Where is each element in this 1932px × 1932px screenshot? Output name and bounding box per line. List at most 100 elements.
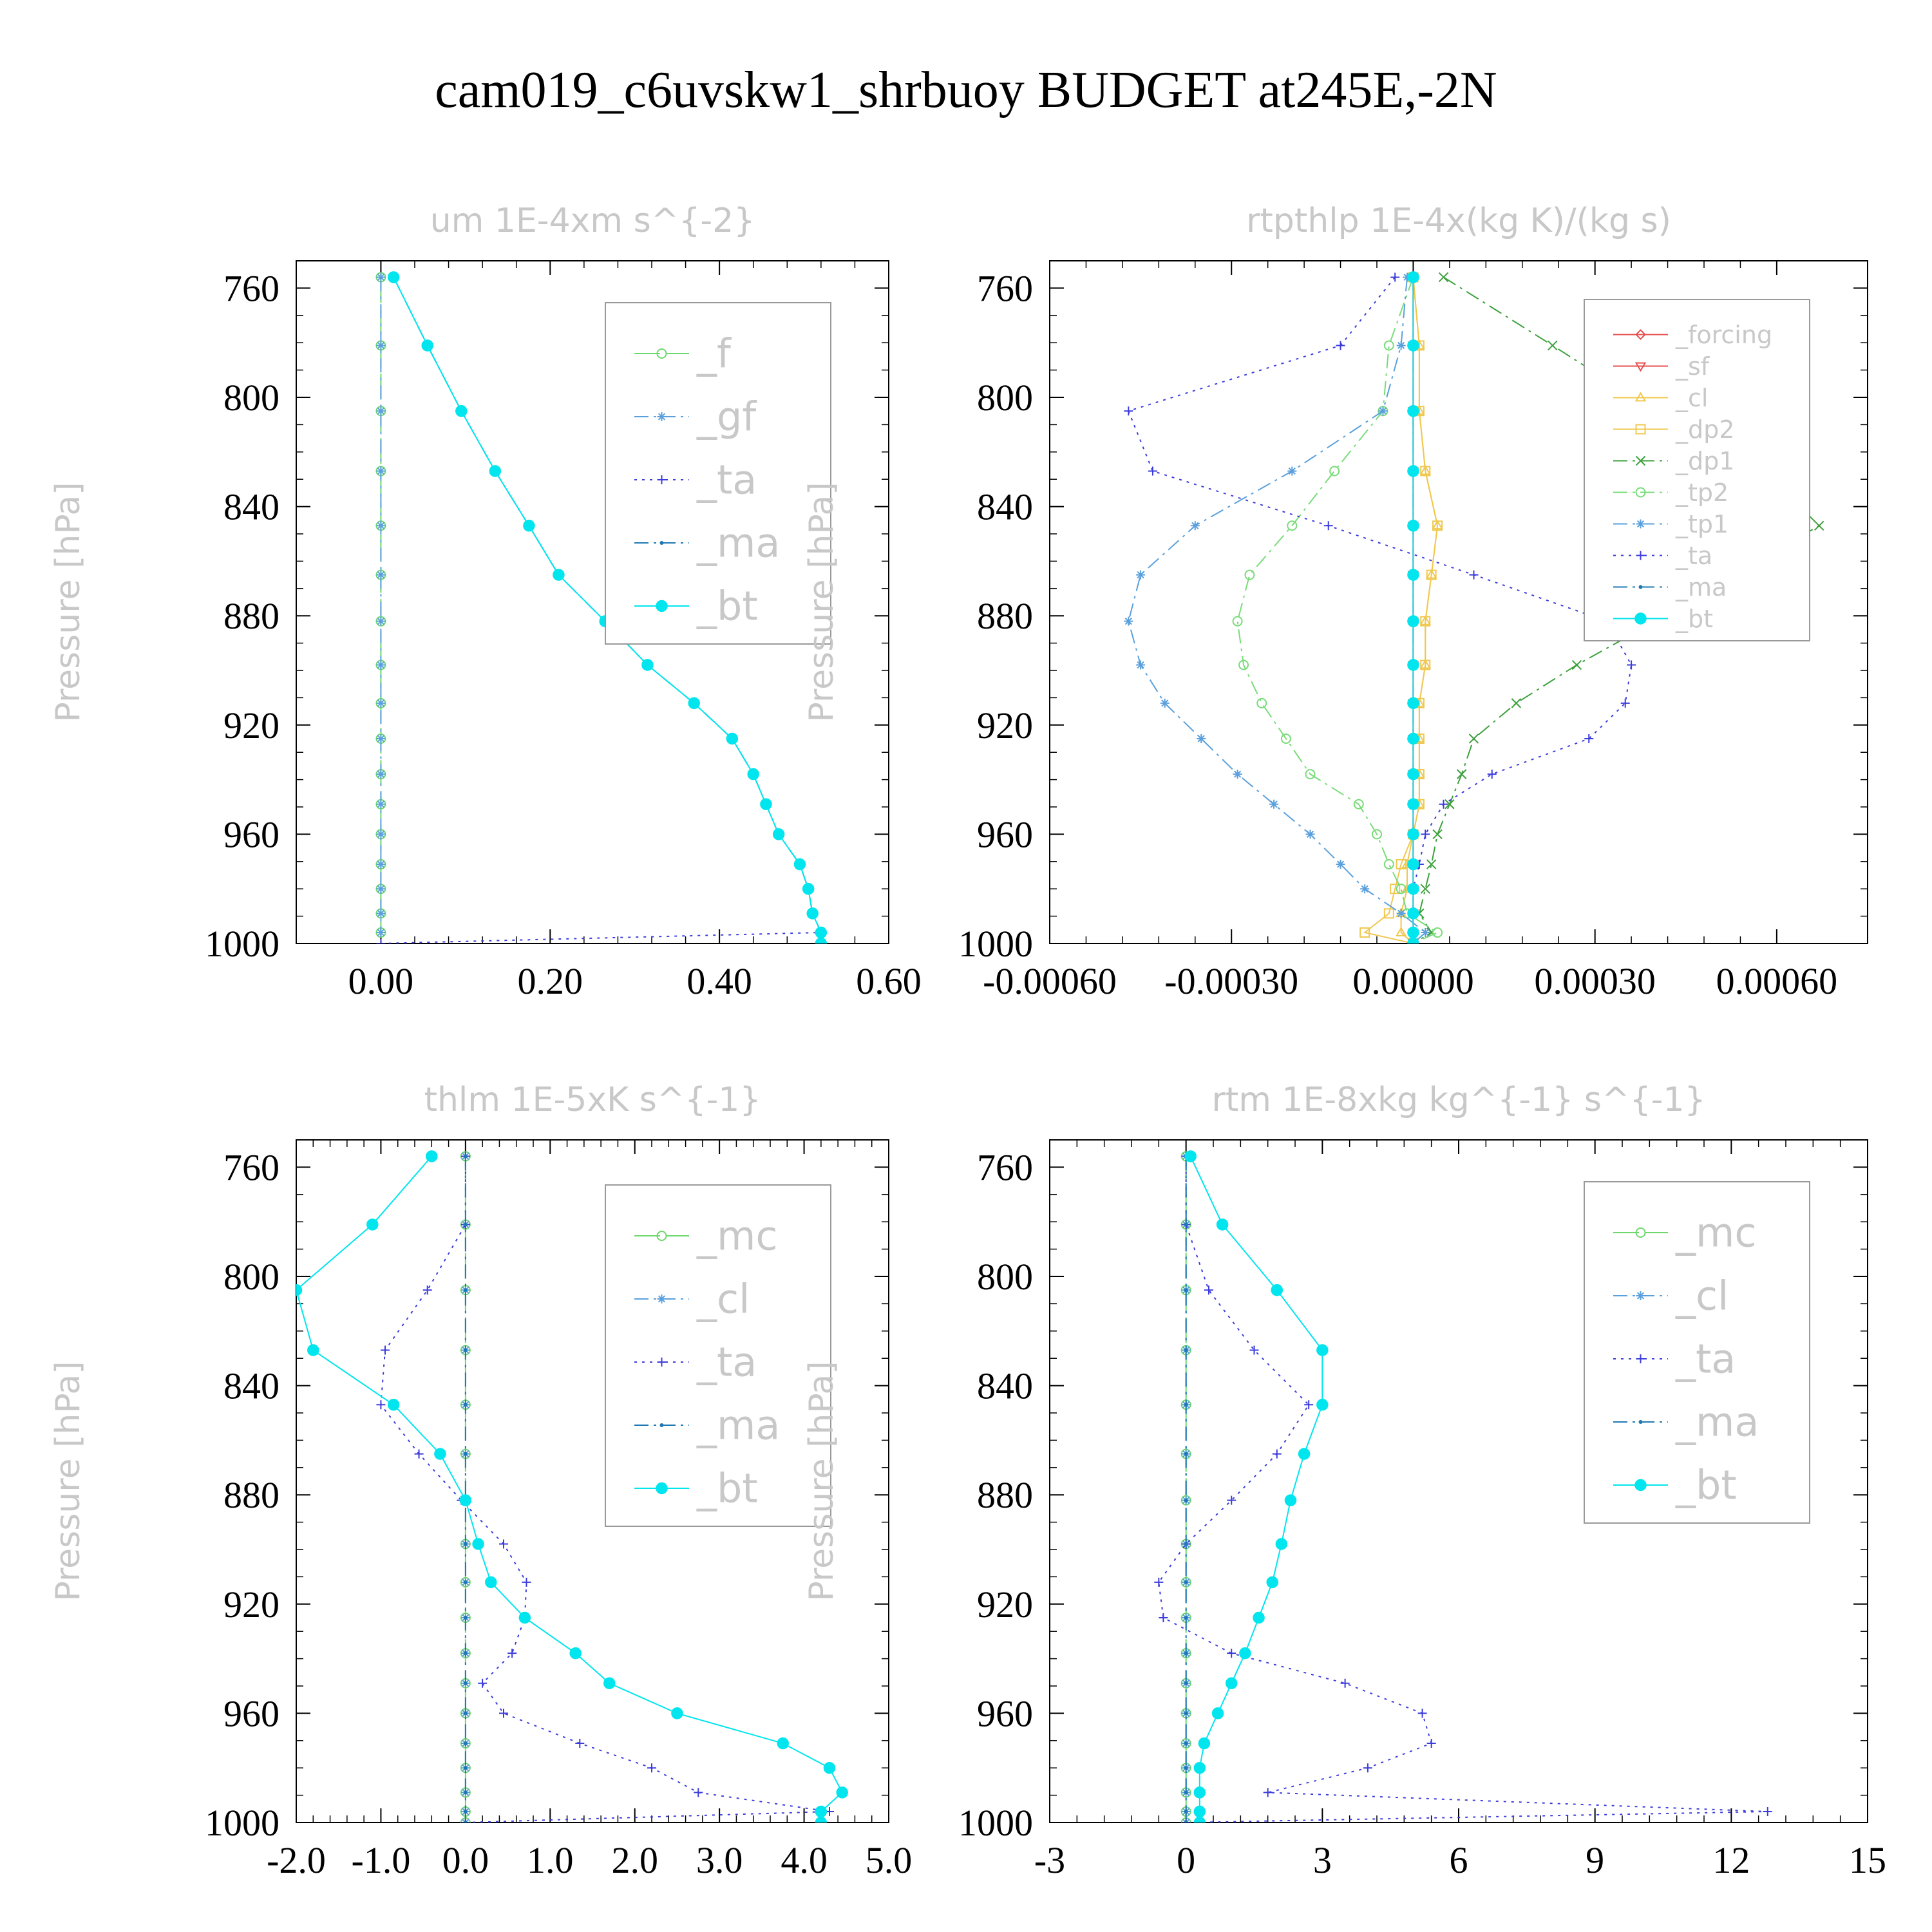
legend-label: _f bbox=[696, 330, 732, 377]
legend-box bbox=[1584, 299, 1810, 641]
y-tick-label: 880 bbox=[977, 595, 1033, 637]
data-point bbox=[463, 1348, 468, 1352]
data-point bbox=[1284, 1494, 1297, 1506]
data-point bbox=[1407, 465, 1419, 477]
series-ta bbox=[1124, 272, 1636, 943]
legend-label: _ta bbox=[1675, 542, 1712, 570]
y-axis-label: Pressure [hPa] bbox=[802, 1361, 841, 1602]
data-point bbox=[1124, 616, 1133, 626]
legend-marker bbox=[656, 348, 667, 359]
legend-marker bbox=[1635, 424, 1646, 435]
data-point bbox=[376, 698, 386, 708]
data-point bbox=[815, 1805, 828, 1818]
data-point bbox=[1256, 697, 1267, 708]
y-tick-label: 920 bbox=[977, 705, 1033, 746]
data-point bbox=[1216, 1218, 1229, 1231]
x-tick-label: 15 bbox=[1849, 1839, 1886, 1881]
legend-label: _ma bbox=[1675, 1399, 1759, 1446]
data-point bbox=[376, 570, 386, 580]
legend: _mc _cl _ta _ma _bt bbox=[1584, 1181, 1810, 1524]
data-point bbox=[1275, 1538, 1288, 1550]
y-tick-label: 800 bbox=[223, 1256, 279, 1298]
series-bt bbox=[296, 1150, 848, 1823]
legend-label: _ta bbox=[696, 1339, 757, 1386]
data-point bbox=[1363, 1763, 1372, 1773]
plot-area bbox=[1154, 1150, 1772, 1823]
y-tick-label: 840 bbox=[977, 486, 1033, 528]
legend-marker bbox=[1635, 455, 1646, 466]
y-axis-label: Pressure [hPa] bbox=[802, 482, 841, 723]
data-point bbox=[1160, 698, 1170, 708]
data-point bbox=[376, 829, 386, 839]
data-point bbox=[760, 798, 772, 811]
data-point bbox=[1407, 798, 1419, 811]
data-point bbox=[518, 1611, 531, 1624]
data-point bbox=[1439, 799, 1448, 809]
x-tick-label: 9 bbox=[1586, 1839, 1604, 1881]
legend-marker bbox=[656, 1231, 667, 1241]
data-point bbox=[603, 1677, 616, 1690]
data-point bbox=[1159, 1613, 1168, 1622]
legend-marker bbox=[656, 600, 668, 612]
data-point bbox=[1193, 1786, 1206, 1799]
data-point bbox=[1383, 340, 1394, 351]
data-point bbox=[1225, 1677, 1238, 1690]
data-point bbox=[376, 406, 386, 416]
data-point bbox=[1407, 732, 1419, 745]
legend-marker bbox=[657, 1358, 667, 1367]
data-point bbox=[376, 521, 386, 531]
legend-marker bbox=[1635, 329, 1646, 340]
data-point bbox=[1396, 341, 1406, 350]
data-point bbox=[485, 1576, 497, 1589]
data-point bbox=[1190, 521, 1200, 531]
series-line bbox=[1158, 1156, 1768, 1823]
x-tick-label: -1.0 bbox=[352, 1839, 411, 1881]
data-point bbox=[569, 1647, 582, 1660]
legend-label: _bt bbox=[1675, 605, 1713, 633]
y-tick-label: 1000 bbox=[205, 923, 279, 965]
data-point bbox=[1184, 1766, 1188, 1770]
data-point bbox=[376, 341, 386, 350]
y-tick-label: 800 bbox=[223, 377, 279, 419]
data-point bbox=[376, 928, 386, 938]
data-point bbox=[376, 616, 386, 626]
x-tick-label: 4.0 bbox=[781, 1839, 828, 1881]
data-point bbox=[1227, 1495, 1236, 1505]
data-point bbox=[647, 1763, 656, 1773]
chart-panel-3: -2.0 -1.0 0.0 1.0 2.0 3.0 4.0 5.0 760 800 840 880 92… bbox=[49, 1081, 912, 1881]
data-point bbox=[815, 1816, 828, 1823]
data-point bbox=[1184, 1681, 1188, 1685]
data-point bbox=[421, 339, 433, 352]
data-point bbox=[1184, 1452, 1188, 1456]
y-tick-label: 800 bbox=[977, 1256, 1033, 1298]
data-point bbox=[376, 466, 386, 476]
data-point bbox=[1420, 884, 1430, 894]
data-point bbox=[463, 1711, 468, 1716]
data-point bbox=[1211, 1707, 1224, 1719]
y-tick-label: 960 bbox=[977, 1692, 1033, 1734]
data-point bbox=[1263, 1788, 1273, 1797]
legend-label: _sf bbox=[1675, 352, 1710, 381]
data-point bbox=[1233, 770, 1242, 779]
data-point bbox=[426, 1150, 438, 1162]
data-point bbox=[522, 1577, 531, 1587]
data-point bbox=[463, 1542, 468, 1546]
data-point bbox=[1287, 520, 1298, 531]
data-point bbox=[1511, 698, 1522, 708]
legend-label: _cl bbox=[1675, 1273, 1728, 1320]
legend-label: _ma bbox=[696, 520, 780, 567]
data-point bbox=[1184, 1580, 1188, 1584]
x-tick-label: 0.40 bbox=[687, 960, 752, 1002]
legend-marker bbox=[1636, 551, 1645, 560]
data-point bbox=[1253, 1611, 1265, 1624]
legend-marker bbox=[1638, 585, 1643, 589]
legend-box bbox=[1584, 1181, 1810, 1524]
data-point bbox=[1184, 1790, 1188, 1795]
data-point bbox=[772, 828, 785, 840]
series-gf bbox=[376, 272, 386, 938]
data-point bbox=[1184, 1222, 1188, 1227]
data-point bbox=[1336, 860, 1345, 869]
plot-area bbox=[375, 271, 828, 943]
data-point bbox=[1197, 734, 1206, 743]
y-tick-label: 1000 bbox=[958, 1802, 1033, 1844]
